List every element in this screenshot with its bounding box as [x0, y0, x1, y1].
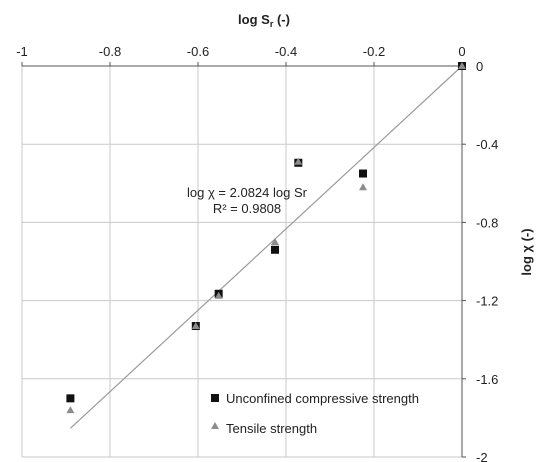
- y-tick-label-2: -0.8: [476, 215, 498, 230]
- point-ucs-1: [359, 169, 367, 178]
- point-ucs-6: [66, 394, 75, 403]
- trendline-layer: [69, 65, 463, 429]
- point-tensile-5: [191, 322, 200, 330]
- y-tick-label-4: -1.6: [476, 372, 498, 387]
- y-tick-label-0: 0: [476, 59, 483, 74]
- legend-marker-tensile: [211, 422, 219, 429]
- x-tick-label-2: -0.6: [187, 44, 209, 59]
- x-tick-label-5: 0: [458, 44, 465, 59]
- x-tick-label-0: -1: [16, 44, 28, 59]
- point-tensile-6: [66, 406, 75, 414]
- x-tick-label-1: -0.8: [99, 44, 121, 59]
- point-tensile-3: [271, 237, 279, 245]
- data-points: [66, 62, 466, 414]
- legend: Unconfined compressive strength Tensile …: [211, 391, 419, 436]
- y-tick-label-3: -1.2: [476, 294, 498, 309]
- legend-label-ucs: Unconfined compressive strength: [226, 391, 419, 406]
- legend-label-tensile: Tensile strength: [226, 421, 317, 436]
- x-axis-title: log Sr (-): [238, 12, 290, 29]
- axes: [21, 62, 466, 458]
- x-tick-label-4: -0.2: [363, 44, 385, 59]
- point-tensile-4: [214, 291, 223, 299]
- r-squared-label: R² = 0.9808: [213, 201, 281, 216]
- y-axis-title: log χ (-): [519, 228, 534, 275]
- regression-equation: log χ = 2.0824 log Sr: [187, 185, 308, 200]
- x-tick-label-3: -0.4: [275, 44, 297, 59]
- y-tick-label-5: -2: [476, 450, 488, 462]
- regression-annotation: log χ = 2.0824 log Sr R² = 0.9808: [187, 185, 308, 216]
- legend-marker-ucs: [211, 394, 219, 402]
- trendline: [69, 65, 463, 429]
- point-tensile-2: [294, 157, 303, 165]
- point-ucs-3: [271, 245, 279, 254]
- point-tensile-0: [458, 62, 466, 69]
- tick-labels: -1 -0.8 -0.6 -0.4 -0.2 00 -0.4 -0.8 -1.2 -1.6 -2: [16, 44, 498, 462]
- point-tensile-1: [359, 183, 367, 191]
- y-tick-label-1: -0.4: [476, 137, 498, 152]
